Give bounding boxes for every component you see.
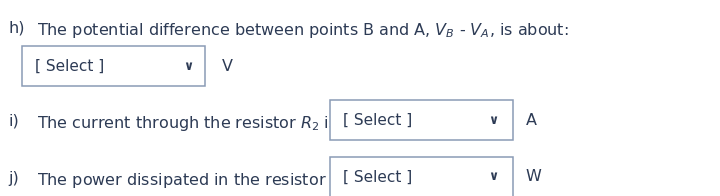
Text: W: W xyxy=(526,170,541,184)
Text: [ Select ]: [ Select ] xyxy=(343,113,412,128)
Text: V: V xyxy=(222,59,233,74)
Text: ∨: ∨ xyxy=(183,60,193,73)
Text: j): j) xyxy=(9,171,19,186)
Text: A: A xyxy=(526,113,536,128)
Text: The power dissipated in the resistor $R_2$ is about:: The power dissipated in the resistor $R_… xyxy=(37,171,423,190)
Text: The current through the resistor $R_2$ is about:: The current through the resistor $R_2$ i… xyxy=(37,114,394,133)
Bar xyxy=(22,46,205,86)
Text: ∨: ∨ xyxy=(488,171,498,183)
Bar xyxy=(330,100,513,140)
Text: i): i) xyxy=(9,114,19,129)
Text: ∨: ∨ xyxy=(488,114,498,127)
Text: h): h) xyxy=(9,21,25,36)
Text: [ Select ]: [ Select ] xyxy=(35,59,104,74)
Text: The potential difference between points B and A, $V_B$ - $V_A$, is about:: The potential difference between points … xyxy=(37,21,570,40)
Bar xyxy=(330,157,513,196)
Text: [ Select ]: [ Select ] xyxy=(343,170,412,184)
